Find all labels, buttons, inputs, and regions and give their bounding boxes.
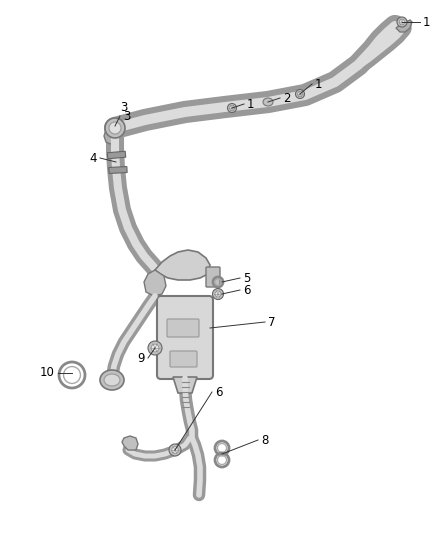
Circle shape [109, 122, 121, 134]
FancyBboxPatch shape [167, 319, 199, 337]
Text: 3: 3 [123, 109, 131, 123]
Circle shape [172, 447, 178, 453]
Text: 10: 10 [40, 367, 55, 379]
Ellipse shape [263, 98, 273, 106]
Text: 8: 8 [261, 433, 268, 447]
Text: 2: 2 [283, 92, 290, 104]
Circle shape [212, 288, 223, 300]
Circle shape [230, 106, 234, 110]
FancyBboxPatch shape [206, 267, 220, 287]
Text: 5: 5 [243, 271, 251, 285]
Text: 3: 3 [120, 101, 127, 114]
Circle shape [297, 92, 303, 96]
Circle shape [399, 19, 405, 25]
Circle shape [296, 90, 304, 99]
Text: 1: 1 [247, 98, 254, 110]
Polygon shape [155, 250, 210, 280]
Polygon shape [396, 20, 412, 32]
Circle shape [227, 103, 237, 112]
Bar [107, 151, 126, 159]
Bar [109, 166, 127, 173]
Text: 7: 7 [268, 316, 276, 328]
Text: 9: 9 [138, 351, 145, 365]
Text: 1: 1 [315, 77, 322, 91]
Text: 6: 6 [243, 284, 251, 296]
Polygon shape [144, 270, 166, 296]
Polygon shape [173, 377, 197, 393]
Ellipse shape [104, 374, 120, 386]
FancyBboxPatch shape [157, 296, 213, 379]
Circle shape [169, 444, 181, 456]
Circle shape [215, 291, 221, 297]
Circle shape [105, 118, 125, 138]
Text: 4: 4 [89, 151, 97, 165]
Text: 6: 6 [215, 385, 223, 399]
Ellipse shape [100, 370, 124, 390]
Text: 1: 1 [423, 15, 431, 28]
FancyBboxPatch shape [170, 351, 197, 367]
Polygon shape [122, 436, 138, 450]
Circle shape [397, 17, 407, 27]
Polygon shape [104, 128, 118, 144]
Circle shape [148, 341, 162, 355]
Circle shape [151, 344, 159, 352]
